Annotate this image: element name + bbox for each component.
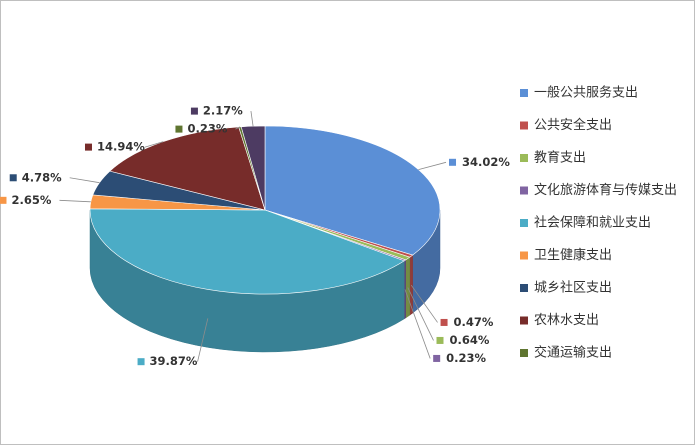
label-key [190,107,198,115]
label-key [84,143,92,151]
legend-key [520,121,528,130]
data-label: 0.23% [446,351,486,365]
label-key [9,174,17,182]
legend-label: 一般公共服务支出 [534,85,638,101]
label-key [440,318,448,326]
label-key [0,196,7,204]
leader-line [404,289,431,359]
data-label: 2.17% [203,104,243,118]
data-label: 39.87% [150,354,198,368]
label-key [137,358,145,366]
legend-label: 农林水支出 [534,313,599,328]
label-key [175,125,183,133]
pie-slice [109,126,266,211]
legend-label: 文化旅游体育与传媒支出 [534,182,677,198]
leader-line [407,287,434,341]
pie-slice [240,125,266,211]
label-key [449,158,457,166]
data-label: 14.94% [97,140,145,154]
label-key [433,354,441,362]
legend-key [520,154,528,162]
legend-key [520,284,528,292]
label-key [436,336,444,344]
leader-line [235,126,241,130]
data-label: 34.02% [462,155,510,169]
data-label: 4.78% [22,170,62,184]
leader-line [59,199,91,203]
legend-label: 城乡社区支出 [534,280,612,296]
legend-label: 交通运输支出 [534,345,612,361]
data-label: 2.65% [11,193,51,207]
data-label: 0.64% [449,333,489,347]
leader-line [250,111,254,127]
leader-line [197,318,209,362]
legend-label: 卫生健康支出 [534,247,612,263]
leader-line [144,141,164,148]
legend-key [520,251,528,260]
legend-key [520,349,528,357]
pie-slice [89,208,405,295]
data-label: 0.23% [187,122,227,136]
legend-key [520,186,528,195]
legend-label: 社会保障和就业支出 [534,215,651,231]
legend-label: 教育支出 [534,150,586,166]
leader-line [410,284,438,323]
legend-label: 公共安全支出 [534,117,612,133]
slice-side [405,256,411,319]
legend-key [520,316,528,325]
leader-line [418,161,447,170]
legend-key [520,89,528,97]
leader-line [69,177,100,184]
data-label: 0.47% [454,315,494,329]
legend-key [520,219,528,227]
